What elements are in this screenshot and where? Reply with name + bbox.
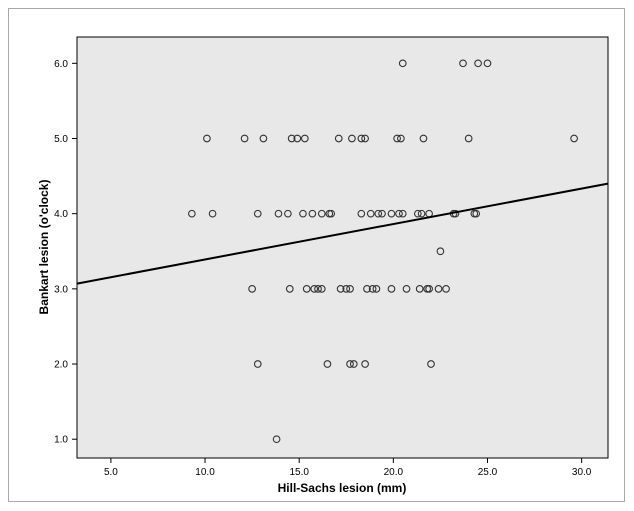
fit-line-group (76, 182, 609, 285)
x-tick-label: 20.0 (384, 467, 404, 478)
data-point (253, 360, 262, 368)
data-point (427, 360, 435, 368)
data-point (442, 284, 450, 293)
data-point (398, 59, 407, 68)
data-point (361, 360, 369, 368)
data-point (357, 134, 366, 143)
data-point (302, 284, 311, 293)
x-tick-label: 5.0 (104, 467, 118, 478)
data-point (393, 134, 401, 143)
data-point (240, 134, 249, 143)
data-point (208, 209, 217, 218)
data-point (299, 209, 307, 218)
y-tick-label: 4.0 (54, 209, 68, 220)
data-point (203, 134, 211, 143)
data-point (317, 284, 326, 293)
data-point (395, 209, 403, 218)
data-point (402, 284, 411, 293)
y-tick-label: 6.0 (54, 59, 68, 70)
data-point (323, 360, 332, 368)
data-points (188, 59, 578, 444)
data-point (398, 209, 407, 218)
x-tick-label: 10.0 (195, 467, 215, 478)
x-tick-label: 30.0 (572, 467, 592, 478)
data-point (188, 209, 196, 218)
data-point (349, 360, 358, 368)
y-tick-label: 1.0 (54, 435, 68, 446)
regression-line (76, 182, 609, 285)
data-point (361, 134, 369, 143)
data-point (346, 284, 354, 293)
data-point (413, 209, 422, 218)
data-point (259, 134, 268, 143)
data-point (253, 209, 262, 218)
data-point (397, 134, 405, 143)
axis-ticks (72, 62, 583, 463)
y-tick-label: 5.0 (54, 134, 68, 145)
data-point (314, 284, 322, 293)
data-point (310, 284, 319, 293)
data-point (287, 134, 296, 143)
plot-area (76, 36, 609, 459)
data-point (248, 284, 256, 293)
data-point (348, 134, 356, 143)
data-point (374, 209, 383, 218)
data-point (372, 284, 381, 293)
data-point (293, 134, 302, 143)
data-point (327, 209, 336, 218)
y-tick-label: 3.0 (54, 284, 68, 295)
data-point (570, 134, 578, 143)
data-point (378, 209, 386, 218)
data-point (474, 59, 482, 68)
data-point (342, 284, 351, 293)
data-point (436, 247, 445, 256)
y-tick-label: 2.0 (54, 360, 68, 371)
data-point (357, 209, 366, 218)
data-point (417, 209, 426, 218)
data-point (472, 209, 481, 218)
data-point (464, 134, 473, 143)
data-point (346, 360, 354, 368)
data-point (274, 209, 283, 218)
y-axis-title: Bankart lesion (o'clock) (37, 180, 51, 315)
data-point (300, 134, 309, 143)
data-point (419, 134, 428, 143)
data-point (336, 284, 345, 293)
x-tick-label: 25.0 (478, 467, 498, 478)
data-point (285, 284, 294, 293)
data-point (434, 284, 443, 293)
data-point (368, 284, 377, 293)
data-point (366, 209, 375, 218)
data-point (317, 209, 326, 218)
x-tick-label: 15.0 (289, 467, 309, 478)
data-point (284, 209, 292, 218)
data-point (483, 59, 492, 68)
x-tick-labels: 5.0 10.0 15.0 20.0 25.0 30.0 (104, 467, 592, 478)
data-point (387, 284, 396, 293)
data-point (387, 209, 396, 218)
data-point (459, 59, 467, 68)
y-tick-labels: 1.0 2.0 3.0 4.0 5.0 6.0 (54, 59, 68, 446)
data-point (363, 284, 371, 293)
data-point (272, 435, 281, 444)
data-point (415, 284, 424, 293)
x-axis-title: Hill-Sachs lesion (mm) (278, 481, 407, 495)
data-point (425, 284, 433, 293)
data-point (334, 134, 343, 143)
data-point (308, 209, 317, 218)
